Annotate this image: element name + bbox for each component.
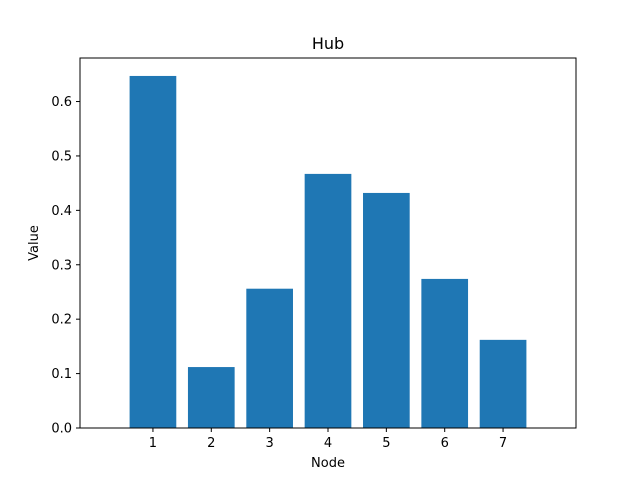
bar-node-7: [479, 339, 527, 428]
y-tick-label: 0.6: [51, 95, 72, 110]
bar-node-1: [129, 75, 177, 429]
y-tick-label: 0.5: [51, 149, 72, 164]
x-axis-label: Node: [311, 456, 345, 471]
bar-node-6: [421, 278, 469, 428]
x-tick-label: 7: [499, 436, 507, 451]
y-tick-label: 0.4: [51, 204, 72, 219]
bars-group: [129, 75, 527, 429]
x-tick-label: 4: [324, 436, 332, 451]
x-tick-label: 5: [382, 436, 390, 451]
x-tick-label: 3: [266, 436, 274, 451]
bar-node-4: [304, 173, 352, 428]
bar-node-5: [363, 192, 410, 428]
bar-node-2: [187, 367, 235, 428]
chart-title: Hub: [312, 34, 344, 53]
x-tick-label: 6: [441, 436, 449, 451]
y-axis-label: Value: [27, 225, 42, 261]
x-axis-ticks: 1 2 3 4 5 6 7: [149, 428, 507, 451]
y-tick-label: 0.2: [51, 313, 72, 328]
y-tick-label: 0.3: [51, 258, 72, 273]
x-tick-label: 1: [149, 436, 157, 451]
plot-frame: [79, 57, 577, 429]
bar-node-3: [246, 288, 293, 428]
y-axis-ticks: 0.0 0.1 0.2 0.3 0.4 0.5 0.6: [51, 95, 80, 437]
y-tick-label: 0.0: [51, 422, 72, 437]
y-tick-label: 0.1: [51, 367, 72, 382]
x-tick-label: 2: [207, 436, 215, 451]
